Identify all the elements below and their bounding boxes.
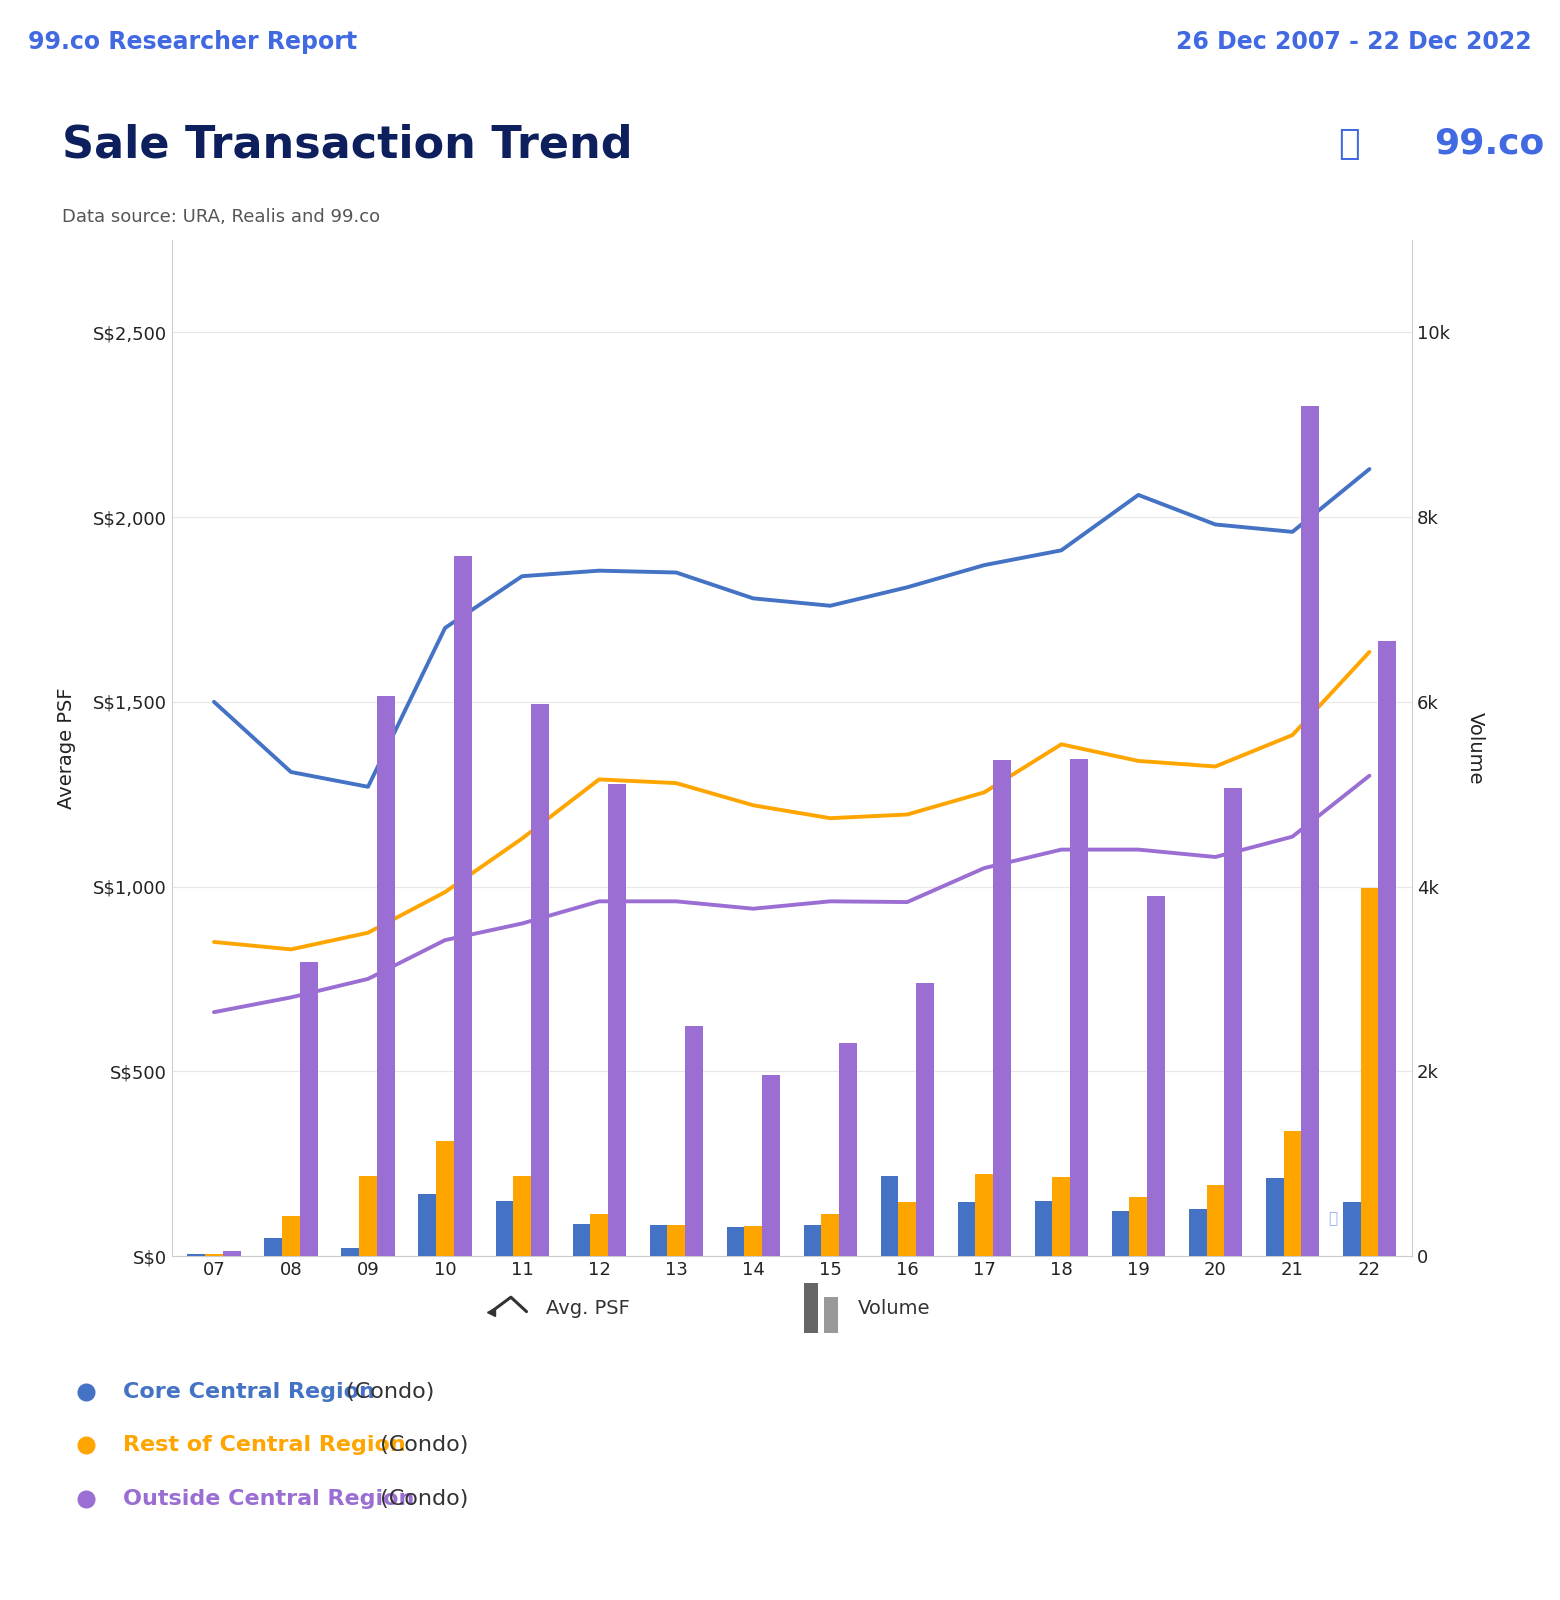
Y-axis label: Average PSF: Average PSF bbox=[58, 686, 76, 810]
Text: 99.co Researcher Report: 99.co Researcher Report bbox=[28, 29, 357, 53]
Bar bbox=[187, 1254, 204, 1256]
Text: 26 Dec 2007 - 22 Dec 2022: 26 Dec 2007 - 22 Dec 2022 bbox=[1176, 29, 1532, 53]
Bar bbox=[223, 1251, 240, 1256]
Text: Volume: Volume bbox=[858, 1299, 930, 1317]
Bar bbox=[1189, 1210, 1206, 1256]
Bar bbox=[839, 1043, 856, 1256]
Y-axis label: Volume: Volume bbox=[1466, 712, 1485, 784]
Bar bbox=[994, 760, 1011, 1256]
Bar bbox=[822, 1214, 839, 1256]
Bar bbox=[437, 1141, 454, 1256]
Text: (Condo): (Condo) bbox=[373, 1490, 468, 1509]
Bar bbox=[1379, 642, 1396, 1256]
Bar bbox=[1301, 406, 1318, 1256]
Text: (Condo): (Condo) bbox=[340, 1382, 435, 1402]
Bar bbox=[282, 1216, 300, 1256]
Bar bbox=[805, 1283, 817, 1333]
Bar bbox=[916, 982, 934, 1256]
Bar bbox=[573, 1224, 590, 1256]
Text: Core Central Region: Core Central Region bbox=[123, 1382, 374, 1402]
Bar bbox=[803, 1224, 822, 1256]
Bar bbox=[975, 1174, 994, 1256]
Text: Data source: URA, Realis and 99.co: Data source: URA, Realis and 99.co bbox=[62, 208, 381, 226]
Text: Avg. PSF: Avg. PSF bbox=[546, 1299, 630, 1317]
Bar bbox=[590, 1213, 608, 1256]
Bar bbox=[649, 1224, 668, 1256]
Bar bbox=[378, 696, 395, 1256]
Bar bbox=[1129, 1197, 1147, 1256]
Bar bbox=[342, 1248, 359, 1256]
Text: (Condo): (Condo) bbox=[373, 1435, 468, 1454]
Text: 99.co: 99.co bbox=[1434, 126, 1544, 162]
Bar bbox=[1360, 888, 1379, 1256]
Text: Sale Transaction Trend: Sale Transaction Trend bbox=[62, 123, 633, 166]
Bar bbox=[418, 1194, 437, 1256]
Text: Rest of Central Region: Rest of Central Region bbox=[123, 1435, 406, 1454]
Text: ⧗: ⧗ bbox=[1338, 126, 1360, 162]
Bar bbox=[204, 1254, 223, 1256]
Bar bbox=[1265, 1179, 1284, 1256]
Bar bbox=[608, 784, 626, 1256]
Bar bbox=[530, 704, 549, 1256]
Bar bbox=[881, 1176, 899, 1256]
Bar bbox=[761, 1075, 780, 1256]
Bar bbox=[1225, 787, 1242, 1256]
Bar bbox=[1284, 1131, 1301, 1256]
Bar bbox=[300, 962, 318, 1256]
Bar bbox=[496, 1200, 513, 1256]
Bar bbox=[685, 1026, 702, 1256]
Bar bbox=[1147, 896, 1165, 1256]
Bar bbox=[899, 1203, 916, 1256]
Bar bbox=[1112, 1211, 1129, 1256]
Bar bbox=[1034, 1200, 1053, 1256]
Bar bbox=[1070, 758, 1087, 1256]
Bar bbox=[359, 1176, 378, 1256]
Bar bbox=[265, 1237, 282, 1256]
Text: ⧗ 99co: ⧗ 99co bbox=[1329, 1211, 1381, 1226]
Bar bbox=[824, 1298, 838, 1333]
Bar bbox=[958, 1202, 975, 1256]
Bar bbox=[1053, 1176, 1070, 1256]
Bar bbox=[1343, 1203, 1360, 1256]
Bar bbox=[727, 1227, 744, 1256]
Bar bbox=[513, 1176, 530, 1256]
Text: Outside Central Region: Outside Central Region bbox=[123, 1490, 415, 1509]
Bar bbox=[1206, 1186, 1225, 1256]
Bar bbox=[668, 1224, 685, 1256]
Bar bbox=[454, 555, 471, 1256]
Bar bbox=[744, 1226, 761, 1256]
